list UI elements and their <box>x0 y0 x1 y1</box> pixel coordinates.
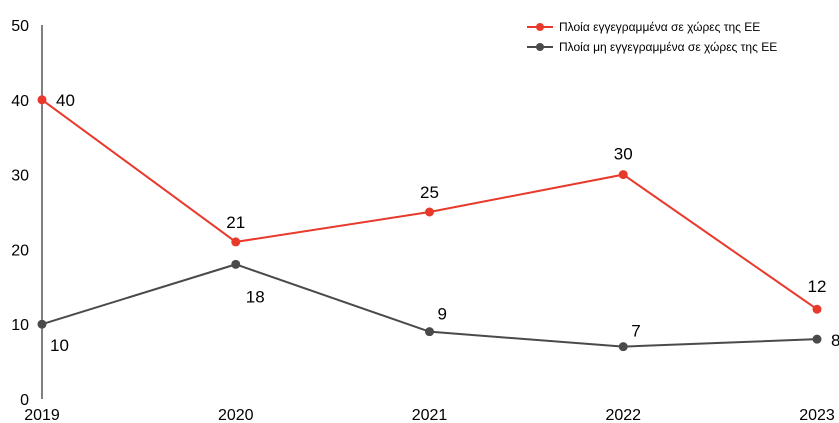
data-label: 30 <box>614 145 633 164</box>
data-point <box>812 334 822 344</box>
x-tick-label: 2022 <box>605 407 641 423</box>
y-tick-label: 10 <box>11 317 29 334</box>
legend-marker <box>536 23 544 31</box>
x-tick-label: 2023 <box>799 407 835 423</box>
legend-marker <box>536 43 544 51</box>
legend: Πλοία εγγεγραμμένα σε χώρες της ΕΕ Πλοία … <box>527 20 777 54</box>
y-axis-ticks: 0 10 20 30 40 50 <box>11 18 29 409</box>
data-label: 18 <box>246 287 265 306</box>
data-point <box>37 319 47 329</box>
data-point <box>618 342 628 352</box>
series-line <box>41 98 818 311</box>
x-tick-label: 2021 <box>412 407 448 423</box>
data-label: 21 <box>226 213 245 232</box>
x-tick-label: 2019 <box>24 407 60 423</box>
legend-label: Πλοία εγγεγραμμένα σε χώρες της ΕΕ <box>559 20 760 34</box>
data-point <box>37 95 47 105</box>
data-label: 9 <box>438 305 447 324</box>
y-tick-label: 0 <box>20 392 29 409</box>
data-label: 25 <box>420 183 439 202</box>
x-tick-label: 2020 <box>218 407 254 423</box>
data-label: 40 <box>56 91 75 110</box>
y-tick-label: 40 <box>11 93 29 110</box>
series-layer: 40 21 25 30 12 10 18 9 7 8 <box>37 91 839 355</box>
y-tick-label: 20 <box>11 242 29 259</box>
y-tick-label: 50 <box>11 18 29 35</box>
legend-label: Πλοία μη εγγεγραμμένα σε χώρες της ΕΕ <box>559 40 777 54</box>
data-point <box>231 237 241 247</box>
data-point <box>425 327 434 337</box>
data-point <box>812 304 822 314</box>
data-point <box>618 170 628 180</box>
data-label: 12 <box>808 277 827 296</box>
data-point <box>425 207 434 217</box>
y-tick-label: 30 <box>11 168 29 185</box>
data-label: 10 <box>50 336 69 355</box>
data-label: 7 <box>631 322 640 341</box>
x-axis-ticks: 2019 2020 2021 2022 2023 <box>24 407 835 423</box>
data-point <box>231 259 241 269</box>
data-label: 8 <box>831 331 839 350</box>
